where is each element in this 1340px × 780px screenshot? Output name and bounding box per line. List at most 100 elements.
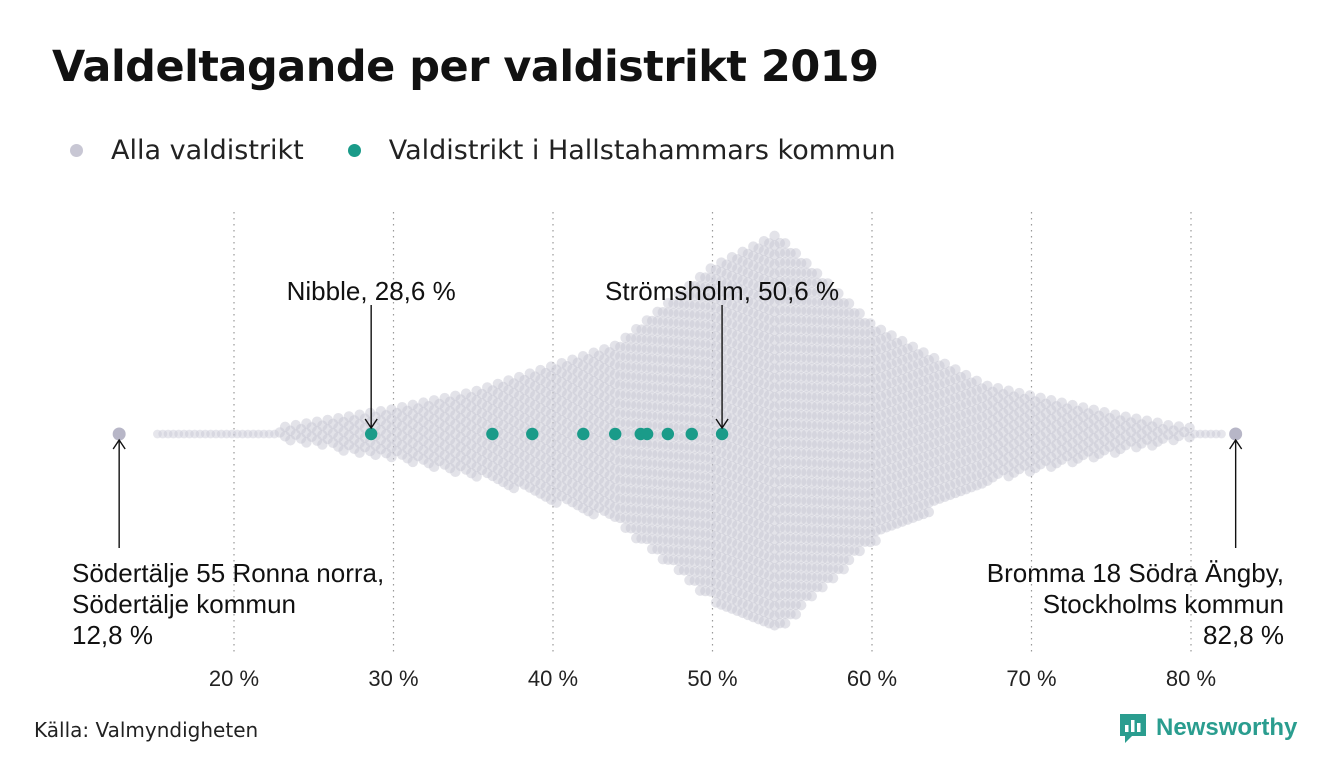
district-point (865, 318, 876, 329)
district-point (817, 581, 828, 593)
legend-dot-hallstahammar (347, 143, 361, 157)
annotation-label-2-0: Södertälje 55 Ronna norra, (72, 558, 384, 588)
district-point (875, 324, 887, 335)
hallstahammar-point (364, 427, 378, 441)
extreme-point (1229, 427, 1243, 441)
district-point (939, 358, 950, 369)
district-point (833, 288, 844, 299)
x-tick-label-80: 80 % (1166, 666, 1216, 691)
district-point (801, 258, 812, 269)
district-point (811, 268, 823, 279)
district-point (195, 429, 205, 439)
district-point (827, 572, 839, 584)
district-point (1211, 429, 1221, 439)
annotation-label-2-1: Södertälje kommun (72, 589, 296, 619)
chart-title: Valdeltagande per valdistrikt 2019 (52, 42, 879, 92)
district-point (1201, 429, 1210, 439)
district-point (950, 364, 961, 375)
district-point (254, 429, 263, 439)
district-point (843, 298, 855, 309)
legend-dot-all (70, 143, 83, 157)
district-point (232, 429, 242, 439)
x-tick-label-60: 60 % (847, 666, 897, 691)
district-point (1195, 429, 1205, 439)
brand-name: Newsworthy (1156, 714, 1298, 741)
x-tick-label-20: 20 % (209, 666, 259, 691)
legend-item-all: Alla valdistrikt (70, 135, 304, 166)
source-label: Källa: Valmyndigheten (34, 718, 259, 742)
district-point (838, 563, 849, 575)
district-point (243, 429, 253, 439)
x-tick-label-70: 70 % (1006, 666, 1056, 691)
district-point (174, 429, 184, 439)
hallstahammar-point (486, 427, 499, 441)
legend-item-hallstahammar: Valdistrikt i Hallstahammars kommun (347, 134, 896, 166)
annotation-label-1: Strömsholm, 50,6 % (605, 276, 839, 306)
hallstahammar-point (526, 427, 539, 441)
district-point (200, 429, 210, 439)
legend: Alla valdistrikt Valdistrikt i Hallstaha… (70, 130, 940, 170)
hallstahammar-point (661, 427, 675, 441)
annotation-label-0: Nibble, 28,6 % (287, 276, 456, 306)
annotation-label-3-2: 82,8 % (1203, 620, 1284, 650)
district-point (216, 429, 226, 439)
hallstahammar-point (577, 427, 590, 441)
newsworthy-logo-icon (1120, 714, 1146, 743)
district-point (780, 618, 791, 629)
district-point (928, 352, 940, 364)
annotation-arrow-2-head (112, 438, 126, 450)
district-point (190, 429, 200, 439)
district-point (264, 429, 274, 439)
district-point (206, 429, 216, 439)
district-point (854, 308, 865, 319)
district-point (923, 506, 935, 518)
hallstahammar-points (364, 427, 729, 441)
district-point (822, 278, 833, 289)
extreme-point (112, 427, 126, 441)
annotation-label-3-1: Stockholms kommun (1043, 589, 1284, 619)
district-point (222, 429, 232, 439)
district-point (153, 429, 162, 439)
brand-logo: Newsworthy (1118, 712, 1297, 744)
district-point (918, 347, 929, 358)
district-point (1206, 429, 1216, 439)
district-point (1184, 432, 1195, 443)
hallstahammar-point (685, 427, 698, 441)
district-point (769, 230, 780, 242)
district-point (854, 545, 865, 557)
district-point (1184, 422, 1195, 434)
district-point (227, 429, 237, 439)
district-point (886, 330, 897, 341)
district-point (248, 429, 258, 439)
district-point (259, 429, 269, 439)
hallstahammar-point (715, 427, 729, 441)
extreme-points (112, 427, 1243, 441)
district-point (960, 369, 972, 381)
annotation-label-3-0: Bromma 18 Södra Ängby, (987, 558, 1284, 588)
district-point (795, 599, 807, 611)
annotation-arrow-1-head (715, 418, 729, 430)
legend-label-hallstahammar: Valdistrikt i Hallstahammars kommun (388, 134, 896, 166)
legend-label-all: Alla valdistrikt (111, 134, 304, 166)
annotation-arrow-3-head (1229, 438, 1243, 450)
x-tick-label-50: 50 % (687, 666, 737, 691)
annotations: Nibble, 28,6 % Strömsholm, 50,6 % Södertäl… (72, 276, 1284, 650)
annotation-arrow-0-head (364, 418, 378, 430)
annotation-label-2-2: 12,8 % (72, 620, 153, 650)
x-tick-label-40: 40 % (528, 666, 578, 691)
district-point (211, 429, 221, 439)
district-point (179, 429, 189, 439)
district-point (184, 429, 194, 439)
district-point (790, 248, 802, 259)
district-point (790, 609, 802, 620)
district-point (1217, 429, 1226, 439)
district-point (168, 429, 178, 439)
x-tick-label-30: 30 % (368, 666, 418, 691)
district-point (780, 238, 791, 249)
swarm-all-districts (153, 230, 1226, 631)
district-point (870, 535, 881, 546)
district-point (238, 429, 247, 439)
district-point (806, 590, 817, 602)
district-point (158, 429, 168, 439)
district-point (843, 554, 855, 566)
